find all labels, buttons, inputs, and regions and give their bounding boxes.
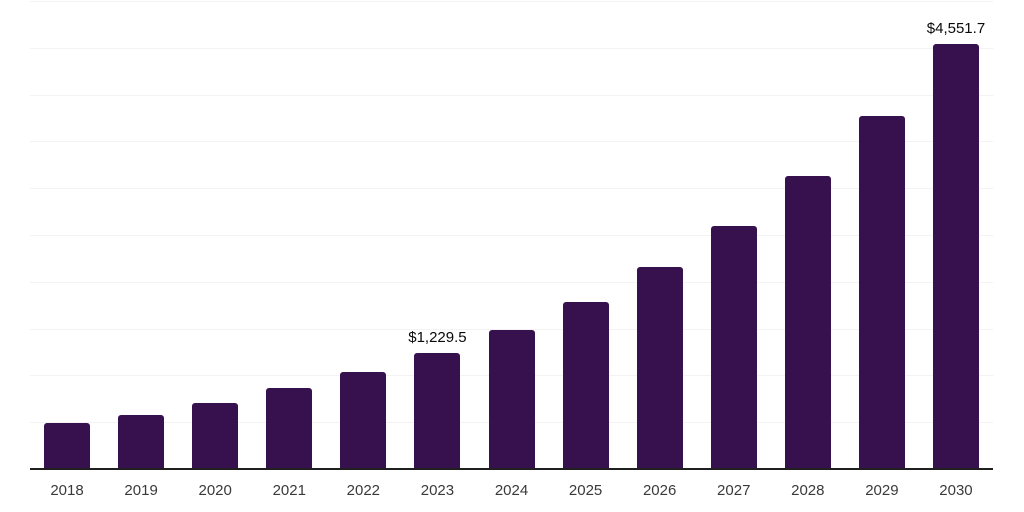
x-tick-label-2020: 2020 — [198, 482, 232, 499]
x-axis-line — [30, 468, 993, 470]
bar-2025 — [562, 301, 609, 468]
bar-2028 — [784, 176, 831, 468]
x-axis-tick-labels: 2018 2019 2020 2021 2022 2023 2024 2025 2026 2027… — [30, 482, 993, 500]
bar-value-label-2023: $1,229.5 — [408, 329, 467, 347]
x-tick-label-2027: 2027 — [717, 482, 751, 499]
gridline — [30, 281, 993, 283]
bar-column-2018 — [30, 2, 104, 468]
x-tick-label-2019: 2019 — [124, 482, 158, 499]
bar-2018 — [44, 423, 91, 468]
bar-column-2024 — [474, 2, 548, 468]
gridline — [30, 1, 993, 2]
bar-2023 — [414, 353, 461, 468]
bar-value-label-2030: $4,551.7 — [926, 19, 986, 37]
bar-column-2022 — [326, 2, 400, 468]
bar-column-2023: $1,229.5 — [400, 2, 474, 468]
bar-2020 — [192, 403, 239, 468]
bar-column-2026 — [623, 2, 697, 468]
bar-column-2027 — [697, 2, 771, 468]
gridline — [30, 235, 993, 236]
bar-column-2029 — [845, 2, 919, 468]
gridline — [30, 141, 993, 143]
bar-column-2028 — [771, 2, 845, 468]
bar-2021 — [266, 388, 313, 468]
bar-2029 — [858, 116, 905, 468]
bar-2024 — [488, 330, 535, 468]
gridline — [30, 47, 993, 49]
x-tick-label-2021: 2021 — [272, 482, 306, 499]
gridline — [30, 188, 993, 190]
x-tick-label-2024: 2024 — [494, 482, 529, 499]
plot-area: $1,229.5 $4,551.7 — [30, 1, 993, 470]
bar-column-2019 — [104, 2, 178, 468]
x-tick-label-2025: 2025 — [568, 482, 603, 499]
x-tick-label-2018: 2018 — [50, 482, 84, 499]
x-tick-label-2029: 2029 — [865, 482, 899, 499]
x-tick-label-2030: 2030 — [939, 482, 973, 499]
x-tick-label-2023: 2023 — [420, 482, 455, 499]
x-tick-label-2022: 2022 — [346, 482, 381, 499]
x-tick-label-2026: 2026 — [642, 482, 677, 499]
bars-row: $1,229.5 $4,551.7 — [30, 2, 993, 468]
x-tick-label-2028: 2028 — [791, 482, 825, 499]
bar-2030 — [932, 43, 979, 468]
bar-2026 — [636, 267, 683, 468]
bar-column-2025 — [549, 2, 623, 468]
bar-column-2030: $4,551.7 — [919, 2, 993, 468]
bar-column-2021 — [252, 2, 326, 468]
gridline — [30, 94, 993, 96]
bar-2019 — [118, 415, 165, 468]
bar-2022 — [340, 372, 387, 468]
gridline — [30, 328, 993, 330]
bar-2027 — [710, 226, 757, 468]
bar-column-2020 — [178, 2, 252, 468]
